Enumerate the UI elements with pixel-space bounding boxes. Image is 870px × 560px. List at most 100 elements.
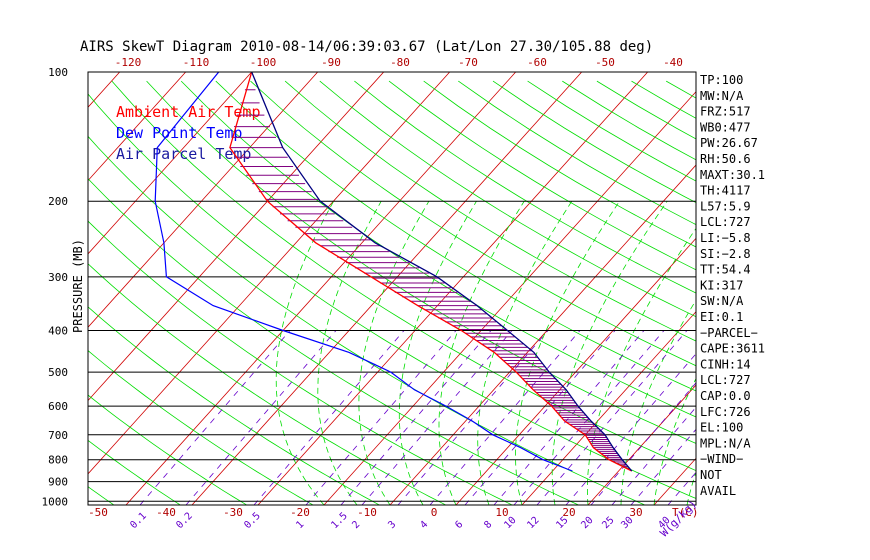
mixing-ratio-line — [397, 330, 549, 505]
moist-adiabat-line — [515, 200, 620, 505]
bottom-temp-tick-label: 10 — [495, 506, 508, 519]
top-temp-tick-label: -50 — [595, 56, 615, 69]
pressure-tick-label: 700 — [48, 429, 68, 442]
mixing-ratio-tick-label: 8 — [482, 519, 494, 531]
pressure-tick-label: 100 — [48, 66, 68, 79]
mixing-ratio-line — [590, 382, 696, 505]
mixing-ratio-line — [493, 330, 645, 505]
mixing-ratio-tick-label: 4 — [418, 519, 430, 531]
isotherm-line — [587, 384, 696, 505]
dry-adiabat-line — [770, 81, 870, 510]
index-entry: MPL:N/A — [700, 436, 751, 450]
dry-adiabat-line — [388, 80, 696, 271]
top-temp-tick-label: -60 — [527, 56, 547, 69]
isotherm-line — [125, 72, 516, 505]
index-entry: TH:4117 — [700, 184, 751, 198]
legend-dewpoint: Dew Point Temp — [116, 124, 242, 142]
mixing-ratio-line — [667, 471, 696, 505]
top-temp-tick-label: -80 — [390, 56, 410, 69]
pressure-tick-label: 400 — [48, 324, 68, 337]
dry-adiabat-line — [88, 486, 115, 505]
index-entry: FRZ:517 — [700, 105, 751, 119]
mixing-ratio-line — [611, 406, 696, 505]
bottom-temp-tick-label: -30 — [223, 506, 243, 519]
dry-adiabat-line — [88, 220, 514, 505]
top-temp-tick-label: -110 — [183, 56, 210, 69]
pressure-tick-label: 600 — [48, 400, 68, 413]
isotherm-line — [88, 72, 450, 475]
index-entry: L57:5.9 — [700, 199, 751, 213]
x-axis-unit-temp: T(C) — [672, 506, 699, 519]
index-entry: NOT — [700, 468, 722, 482]
dry-adiabat-line — [215, 80, 696, 392]
top-temp-tick-label: -90 — [321, 56, 341, 69]
index-entry: SW:N/A — [700, 294, 744, 308]
dry-adiabat-line — [180, 80, 696, 418]
pressure-tick-label: 800 — [48, 454, 68, 467]
index-entry: MAXT:30.1 — [700, 168, 765, 182]
top-temp-tick-label: -100 — [250, 56, 277, 69]
moist-adiabat-line — [477, 200, 573, 505]
mixing-ratio-line — [536, 330, 688, 505]
grid-lines — [88, 72, 870, 510]
mixing-ratio-line — [361, 330, 513, 505]
index-entry: SI:−2.8 — [700, 247, 751, 261]
mixing-ratio-line — [305, 330, 457, 505]
bottom-temp-tick-label: 0 — [431, 506, 438, 519]
isotherm-line — [786, 72, 870, 505]
index-entry: CAP:0.0 — [700, 389, 751, 403]
index-entry: WB0:477 — [700, 120, 751, 134]
legend-ambient: Ambient Air Temp — [116, 103, 261, 121]
isotherm-line — [455, 237, 696, 505]
mixing-ratio-line — [513, 330, 665, 505]
mixing-ratio-tick-label: 0.2 — [174, 511, 195, 532]
dry-adiabat-line — [319, 80, 696, 318]
index-entry: LCL:727 — [700, 373, 751, 387]
mixing-ratio-line — [139, 330, 291, 505]
bottom-temp-tick-label: -20 — [290, 506, 310, 519]
dry-adiabat-line — [354, 80, 696, 294]
moist-adiabat-line — [358, 200, 430, 505]
y-axis-label: PRESSURE (MB) — [71, 239, 85, 333]
index-entry: CINH:14 — [700, 357, 751, 371]
index-entry: −PARCEL− — [700, 326, 758, 340]
mixing-ratio-line — [429, 330, 581, 505]
pressure-tick-label: 900 — [48, 476, 68, 489]
isotherm-line — [88, 72, 186, 182]
index-entry: TT:54.4 — [700, 263, 751, 277]
dry-adiabat-line — [88, 263, 447, 505]
index-entry: PW:26.67 — [700, 136, 758, 150]
mixing-ratio-tick-label: 25 — [600, 515, 616, 531]
bottom-temp-tick-label: -10 — [357, 506, 377, 519]
index-entry: TP:100 — [700, 73, 743, 87]
index-entry: RH:50.6 — [700, 152, 751, 166]
dry-adiabat-line — [423, 80, 696, 248]
top-temp-tick-label: -120 — [115, 56, 142, 69]
moist-adiabat-line — [275, 201, 334, 505]
index-entry: EI:0.1 — [700, 310, 743, 324]
parcel-temp-line — [251, 72, 633, 472]
dry-adiabat-line — [666, 80, 696, 99]
dry-adiabat-line — [88, 439, 181, 505]
isotherm-line — [323, 91, 696, 505]
dry-adiabat-line — [88, 93, 696, 499]
mixing-ratio-tick-label: 12 — [525, 515, 541, 531]
legend-parcel: Air Parcel Temp — [116, 145, 251, 163]
mixing-ratio-tick-label: 1 — [294, 519, 306, 531]
index-entry: LCL:727 — [700, 215, 751, 229]
dry-adiabat-line — [527, 80, 696, 182]
bottom-temp-tick-label: 20 — [562, 506, 575, 519]
mixing-ratio-tick-label: 3 — [386, 519, 398, 531]
dry-adiabat-line — [805, 81, 870, 510]
moist-adiabat-line — [398, 200, 477, 505]
dry-adiabat-line — [88, 306, 381, 505]
dry-adiabat-line — [88, 350, 314, 505]
index-entry: −WIND− — [700, 452, 743, 466]
isotherm-line — [389, 164, 696, 505]
index-entry: EL:100 — [700, 421, 743, 435]
chart-title: AIRS SkewT Diagram 2010-08-14/06:39:03.6… — [80, 39, 653, 55]
bottom-temp-tick-label: 30 — [629, 506, 642, 519]
bottom-temp-tick-label: -40 — [156, 506, 176, 519]
